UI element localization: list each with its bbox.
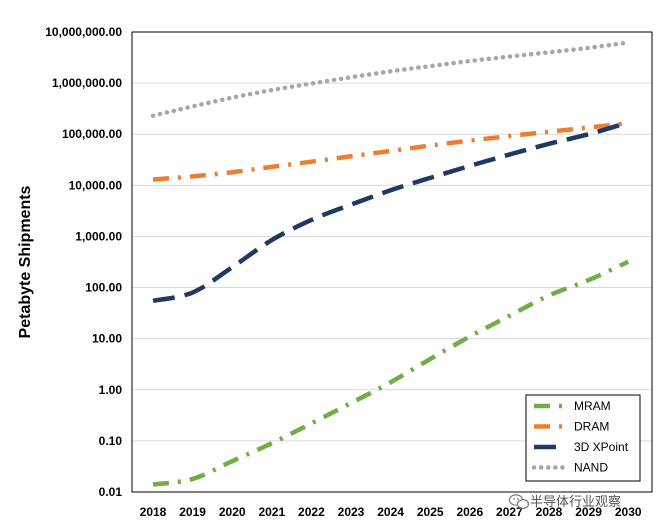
y-tick-label: 10,000.00 — [69, 178, 123, 192]
axes — [131, 31, 653, 493]
y-tick-label: 100.00 — [85, 281, 122, 295]
x-tick-label: 2024 — [377, 505, 404, 519]
y-tick-label: 1.00 — [99, 383, 123, 397]
legend-label: MRAM — [574, 399, 611, 413]
y-tick-label: 1,000,000.00 — [52, 76, 122, 90]
tick-labels: 0.01 0.10 1.00 10.00 100.00 1,000.00 10,000.00… — [45, 25, 642, 519]
x-tick-label: 2030 — [615, 505, 642, 519]
x-tick-label: 2028 — [536, 505, 563, 519]
legend-box — [525, 394, 641, 482]
watermark: 半导体行业观察 — [508, 494, 621, 510]
x-tick-label: 2025 — [417, 505, 444, 519]
x-tick-label: 2023 — [338, 505, 365, 519]
series-line-nand — [150, 40, 631, 118]
y-tick-label: 10,000,000.00 — [45, 25, 122, 39]
series-line-mram — [152, 259, 630, 487]
x-tick-label: 2021 — [258, 505, 285, 519]
legend-label: DRAM — [574, 420, 609, 434]
plot-border — [131, 31, 653, 493]
x-tick-label: 2019 — [179, 505, 206, 519]
y-tick-label: 0.01 — [99, 485, 123, 499]
y-axis-label: Petabyte Shipments — [17, 185, 34, 338]
legend-label: 3D XPoint — [574, 440, 629, 454]
y-tick-label: 100,000.00 — [62, 127, 122, 141]
y-tick-label: 0.10 — [99, 434, 123, 448]
series-line-3d-xpoint — [152, 120, 629, 304]
x-tick-label: 2027 — [496, 505, 523, 519]
watermark-text: 半导体行业观察 — [530, 495, 621, 510]
x-tick-label: 2018 — [140, 505, 167, 519]
y-tick-label: 1,000.00 — [75, 229, 122, 243]
x-tick-label: 2029 — [575, 505, 602, 519]
legend-label: NAND — [574, 461, 608, 475]
y-tick-label: 10.00 — [92, 332, 122, 346]
x-tick-label: 2020 — [219, 505, 246, 519]
x-tick-label: 2022 — [298, 505, 325, 519]
legend: MRAM DRAM 3D XPoint NAND — [525, 394, 641, 482]
wechat-icon — [508, 494, 530, 510]
series-line-dram — [152, 120, 629, 182]
series-lines — [150, 40, 631, 487]
x-tick-label: 2026 — [456, 505, 483, 519]
